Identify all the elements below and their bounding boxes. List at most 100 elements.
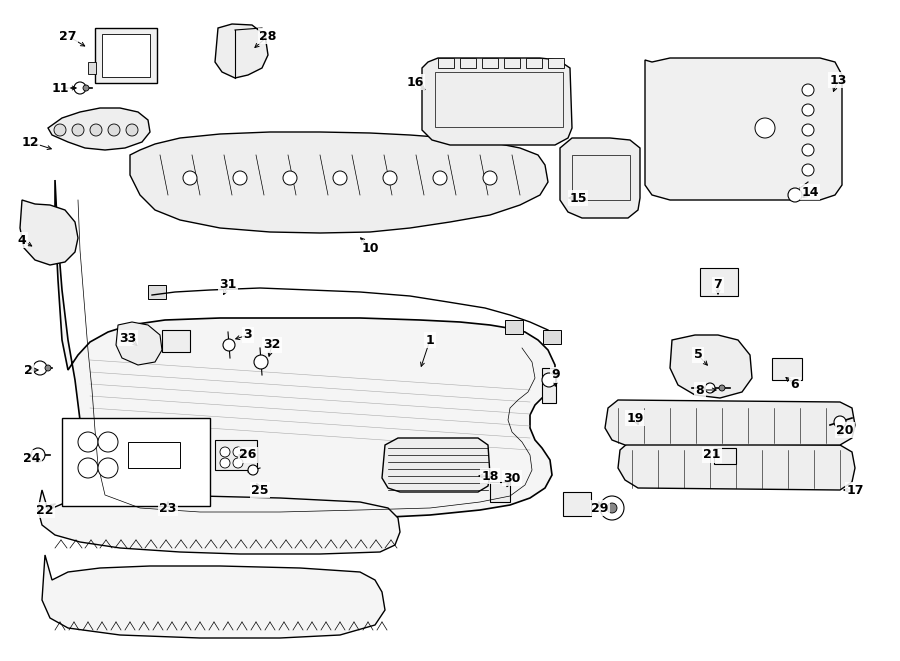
Circle shape: [834, 416, 846, 428]
Circle shape: [607, 503, 617, 513]
Circle shape: [83, 85, 89, 91]
Text: 16: 16: [406, 75, 424, 89]
Text: 1: 1: [426, 334, 435, 346]
Bar: [148, 285, 166, 299]
Polygon shape: [48, 108, 150, 150]
Circle shape: [755, 118, 775, 138]
Bar: [62, 418, 210, 506]
Text: 18: 18: [482, 469, 499, 483]
Text: 32: 32: [264, 338, 281, 352]
Text: 13: 13: [829, 73, 847, 87]
Circle shape: [98, 458, 118, 478]
Bar: [504, 58, 520, 68]
Text: 19: 19: [626, 412, 644, 424]
Circle shape: [126, 124, 138, 136]
Polygon shape: [215, 24, 268, 78]
Bar: [460, 58, 476, 68]
Circle shape: [719, 385, 725, 391]
Circle shape: [45, 365, 51, 371]
Bar: [505, 320, 523, 334]
Polygon shape: [618, 443, 855, 490]
Text: 33: 33: [120, 332, 137, 344]
Text: 6: 6: [791, 379, 799, 391]
Circle shape: [233, 171, 247, 185]
Circle shape: [54, 124, 66, 136]
Circle shape: [223, 339, 235, 351]
Polygon shape: [645, 58, 842, 200]
Text: 25: 25: [251, 483, 269, 496]
Circle shape: [433, 171, 447, 185]
Polygon shape: [38, 490, 400, 554]
Text: 2: 2: [23, 364, 32, 377]
Circle shape: [183, 171, 197, 185]
Bar: [526, 58, 542, 68]
Text: 7: 7: [714, 278, 723, 292]
Circle shape: [233, 458, 243, 468]
Polygon shape: [55, 180, 555, 522]
Circle shape: [802, 124, 814, 136]
Circle shape: [705, 383, 715, 393]
Circle shape: [31, 448, 45, 462]
Text: 20: 20: [836, 424, 854, 436]
Text: 26: 26: [239, 449, 256, 461]
Circle shape: [74, 82, 86, 94]
Circle shape: [788, 188, 802, 202]
Bar: [563, 492, 591, 516]
Circle shape: [333, 171, 347, 185]
Text: 9: 9: [552, 368, 561, 381]
Circle shape: [78, 432, 98, 452]
Text: 15: 15: [569, 192, 587, 204]
Bar: [714, 448, 736, 464]
Bar: [490, 482, 510, 502]
Polygon shape: [130, 132, 548, 233]
Bar: [542, 368, 556, 403]
Text: 11: 11: [51, 81, 68, 95]
Circle shape: [802, 164, 814, 176]
Polygon shape: [422, 58, 572, 145]
Text: 5: 5: [694, 348, 702, 362]
Polygon shape: [382, 438, 490, 492]
Text: 22: 22: [36, 504, 54, 516]
Circle shape: [108, 124, 120, 136]
Bar: [572, 155, 630, 200]
Circle shape: [233, 447, 243, 457]
Text: 23: 23: [159, 502, 176, 514]
Circle shape: [220, 447, 230, 457]
Text: 8: 8: [696, 383, 705, 397]
Text: 24: 24: [23, 451, 40, 465]
Text: 29: 29: [591, 502, 608, 514]
Bar: [700, 268, 738, 296]
Bar: [128, 442, 180, 468]
Polygon shape: [116, 322, 162, 365]
Circle shape: [72, 124, 84, 136]
Text: 21: 21: [703, 449, 721, 461]
Polygon shape: [670, 335, 752, 398]
Bar: [95, 28, 157, 83]
Bar: [215, 440, 257, 470]
Circle shape: [483, 171, 497, 185]
Text: 27: 27: [59, 30, 76, 42]
Circle shape: [542, 373, 556, 387]
Bar: [102, 34, 150, 77]
Bar: [772, 358, 802, 380]
Circle shape: [33, 361, 47, 375]
Circle shape: [600, 496, 624, 520]
Text: 28: 28: [259, 30, 276, 42]
Bar: [543, 330, 561, 344]
Text: 30: 30: [503, 471, 521, 485]
Polygon shape: [560, 138, 640, 218]
Bar: [438, 58, 454, 68]
Circle shape: [254, 355, 268, 369]
Polygon shape: [605, 400, 855, 445]
Bar: [435, 72, 563, 127]
Circle shape: [90, 124, 102, 136]
Circle shape: [248, 465, 258, 475]
Text: 17: 17: [846, 483, 864, 496]
Text: 14: 14: [801, 186, 819, 198]
Bar: [88, 62, 96, 74]
Polygon shape: [42, 555, 385, 638]
Text: 12: 12: [22, 136, 39, 149]
Text: 31: 31: [220, 278, 237, 292]
Circle shape: [383, 171, 397, 185]
Text: 3: 3: [244, 329, 252, 342]
